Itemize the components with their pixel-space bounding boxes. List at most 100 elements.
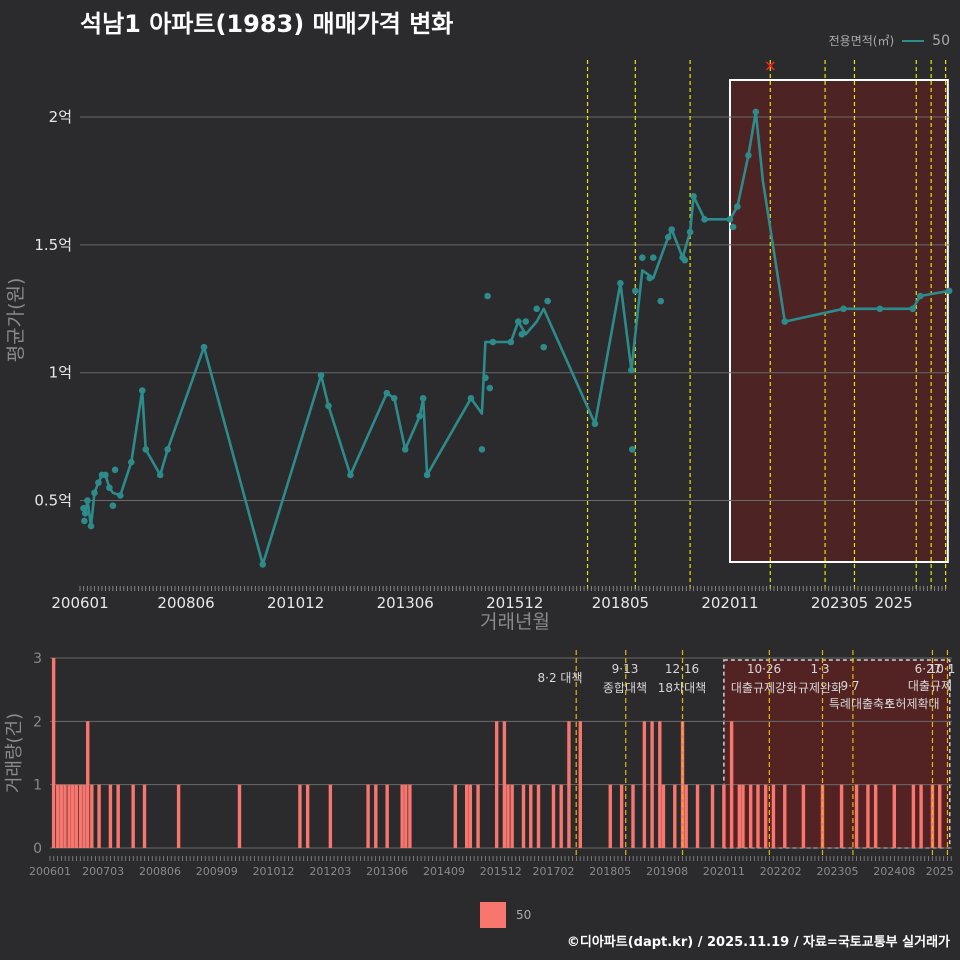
price-point	[686, 228, 694, 236]
volume-bar	[502, 721, 507, 848]
x-tick-label: 202305	[811, 594, 868, 612]
policy-label: 대출규제강화	[731, 681, 797, 695]
price-point	[591, 420, 599, 428]
volume-bar	[741, 784, 745, 848]
policy-label: 18차대책	[658, 680, 706, 695]
price-point	[478, 446, 486, 453]
volume-bar	[695, 784, 700, 848]
volume-bar	[911, 784, 916, 848]
volume-bar	[494, 721, 499, 848]
policy-label: 종합대책	[603, 680, 647, 695]
volume-bar	[529, 784, 533, 848]
volume-bar	[67, 784, 71, 848]
bar-x-tick-label: 201512	[480, 865, 522, 878]
price-point	[649, 254, 657, 261]
x-axis-label: 거래년월	[480, 611, 550, 633]
price-point	[876, 305, 884, 313]
price-point	[632, 287, 639, 295]
volume-bar	[608, 784, 612, 848]
volume-bar	[176, 784, 181, 848]
price-point	[533, 305, 540, 313]
volume-bar	[400, 784, 404, 848]
volume-bar	[650, 721, 654, 848]
price-point	[540, 343, 548, 351]
bar-x-tick-label: 202202	[760, 865, 802, 878]
volume-bar	[56, 784, 60, 848]
price-point	[325, 402, 332, 410]
volume-bar	[63, 784, 67, 848]
volume-bar	[729, 721, 734, 848]
bar-y-tick-label: 1	[33, 778, 42, 794]
bar-x-tick-label: 201306	[366, 865, 408, 878]
volume-bar	[748, 784, 753, 848]
volume-bar	[619, 784, 624, 848]
x-tick-label: 200601	[51, 594, 108, 612]
volume-bar	[404, 784, 408, 848]
volume-bar	[374, 784, 378, 848]
source-caption: ©디아파트(dapt.kr) / 2025.11.19 / 자료=국토교통부 실…	[566, 935, 950, 950]
volume-bar	[567, 721, 571, 848]
bar-legend: 50	[480, 902, 531, 928]
price-point	[752, 108, 760, 116]
price-point	[91, 489, 98, 497]
bar-x-tick-label: 201805	[589, 865, 631, 878]
price-point	[617, 279, 624, 287]
price-point	[518, 331, 526, 338]
price-point	[467, 394, 475, 402]
price-point	[657, 297, 665, 305]
volume-bar	[90, 784, 94, 848]
x-tick-label: 201306	[377, 594, 434, 612]
bar-x-tick-label: 201203	[309, 865, 351, 878]
price-point	[138, 387, 146, 394]
price-point	[390, 394, 398, 402]
price-point	[156, 471, 164, 479]
price-point	[95, 479, 102, 486]
price-point	[109, 502, 117, 509]
volume-bar	[131, 784, 135, 848]
price-point	[200, 343, 208, 351]
price-point	[486, 384, 494, 392]
price-point	[781, 318, 789, 325]
price-point	[106, 484, 113, 492]
volume-bar	[78, 784, 83, 848]
price-point	[401, 446, 409, 453]
bar-x-tick-label: 202305	[816, 865, 858, 878]
price-point	[423, 471, 431, 479]
volume-bar	[783, 784, 787, 848]
price-point	[668, 226, 675, 233]
price-point	[84, 497, 91, 504]
legend-line-swatch	[902, 39, 925, 42]
volume-bar	[305, 784, 310, 848]
bar-y-tick-label: 3	[33, 651, 42, 667]
volume-bar	[108, 784, 113, 848]
volume-bar	[82, 784, 86, 848]
price-point	[729, 223, 737, 231]
x-tick-label: 201012	[267, 594, 324, 612]
price-point	[164, 446, 171, 453]
volume-bar	[737, 784, 742, 848]
volume-bar	[866, 784, 870, 848]
policy-label: 9·7	[840, 679, 859, 693]
price-point	[909, 305, 917, 313]
price-point	[347, 471, 354, 479]
volume-bar	[551, 784, 556, 848]
volume-bar	[506, 784, 510, 848]
bar-x-tick-label: 200806	[139, 865, 181, 878]
max-price-marker	[765, 61, 775, 71]
x-tick-label: 200806	[157, 594, 214, 612]
volume-bar	[453, 784, 458, 848]
price-point	[544, 297, 551, 305]
price-point	[81, 517, 88, 525]
price-point	[87, 522, 95, 530]
price-point	[117, 492, 124, 499]
price-point	[489, 338, 497, 346]
bar-x-tick-label: 2025	[926, 865, 954, 878]
x-tick-label: 2025	[875, 594, 913, 612]
legend-series-label: 50	[932, 32, 950, 49]
price-point	[840, 305, 847, 313]
policy-label: 9·13	[612, 662, 639, 676]
volume-bar	[476, 784, 480, 848]
price-point	[945, 287, 953, 295]
volume-bar	[756, 784, 760, 848]
volume-bar	[408, 784, 412, 848]
